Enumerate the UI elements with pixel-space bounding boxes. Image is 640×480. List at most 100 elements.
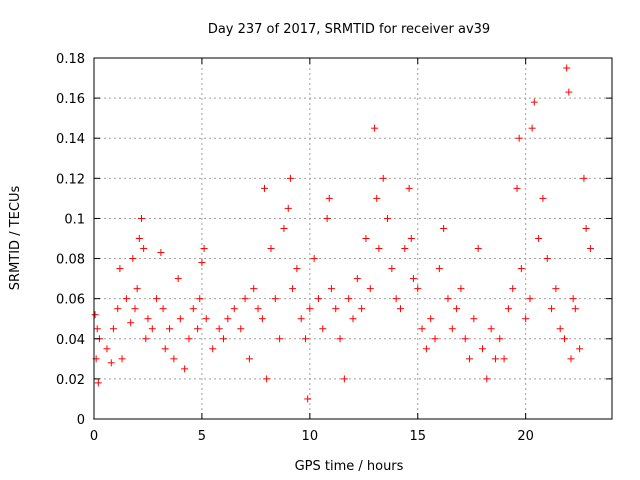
data-point xyxy=(286,174,294,182)
x-tick-label: 20 xyxy=(517,429,534,444)
data-point xyxy=(479,345,486,353)
data-point xyxy=(304,395,312,403)
x-tick-label: 10 xyxy=(302,429,319,444)
data-point xyxy=(407,235,415,242)
data-point xyxy=(530,98,538,106)
data-point xyxy=(427,315,435,323)
data-point xyxy=(422,345,430,353)
data-point xyxy=(509,285,517,293)
data-point xyxy=(153,295,161,303)
data-point xyxy=(526,295,534,303)
data-point xyxy=(263,375,271,383)
data-point xyxy=(474,245,482,253)
data-point xyxy=(297,315,305,323)
y-tick-label: 0.18 xyxy=(56,52,85,67)
data-point xyxy=(198,259,206,267)
data-point xyxy=(94,379,102,387)
y-axis-label: SRMTID / TECUs xyxy=(8,186,23,291)
data-point xyxy=(435,265,443,273)
y-tick-label: 0.14 xyxy=(56,132,85,147)
data-point xyxy=(388,265,396,273)
data-point xyxy=(548,305,556,313)
data-point xyxy=(189,305,197,313)
data-point xyxy=(336,335,344,343)
data-point xyxy=(332,305,340,313)
data-points xyxy=(91,64,594,420)
data-point xyxy=(135,235,143,242)
y-tick-labels: 0 0.02 0.04 0.06 0.08 0.1 0.12 0.14 0.16 0.18 xyxy=(56,52,85,428)
data-point xyxy=(170,355,178,363)
axis-ticks xyxy=(93,57,612,420)
data-point xyxy=(466,355,474,363)
data-point xyxy=(276,335,284,343)
x-tick-labels: 0 5 10 15 20 xyxy=(90,429,534,444)
data-point xyxy=(140,245,148,253)
data-point xyxy=(215,325,223,333)
data-point xyxy=(325,194,333,202)
data-point xyxy=(166,325,174,333)
data-point xyxy=(133,285,141,293)
plot-frame xyxy=(93,57,613,420)
data-point xyxy=(373,194,381,202)
y-tick-label: 0.16 xyxy=(56,92,85,107)
data-point xyxy=(224,315,232,323)
data-point xyxy=(580,174,588,182)
data-point xyxy=(202,315,210,323)
data-point xyxy=(200,245,208,253)
data-point xyxy=(358,305,366,313)
data-point xyxy=(237,325,245,333)
data-point xyxy=(241,295,249,303)
data-point xyxy=(504,305,512,313)
data-point xyxy=(405,184,413,192)
data-point xyxy=(157,249,165,257)
data-point xyxy=(144,315,152,323)
data-point xyxy=(129,255,137,263)
data-point xyxy=(539,194,547,202)
x-axis-label: GPS time / hours xyxy=(295,459,404,474)
data-point xyxy=(267,245,275,253)
data-point xyxy=(314,295,322,303)
data-point xyxy=(483,375,491,383)
data-point xyxy=(142,335,150,343)
data-point xyxy=(345,295,353,303)
data-point xyxy=(561,335,569,343)
data-point xyxy=(576,345,584,353)
y-tick-label: 0.06 xyxy=(56,293,85,308)
data-point xyxy=(127,319,135,327)
data-point xyxy=(569,295,577,303)
data-point xyxy=(284,204,292,212)
data-point xyxy=(500,355,508,363)
data-point xyxy=(148,325,156,333)
data-point xyxy=(137,214,145,222)
data-point xyxy=(230,305,238,313)
data-point xyxy=(161,345,169,353)
data-point xyxy=(487,325,495,333)
data-point xyxy=(131,305,139,313)
data-point xyxy=(245,355,253,363)
x-tick-label: 15 xyxy=(409,429,426,444)
data-point xyxy=(250,285,258,293)
data-point xyxy=(319,325,327,333)
data-point xyxy=(323,214,331,222)
data-point xyxy=(556,325,564,333)
data-point xyxy=(306,305,314,313)
data-point xyxy=(496,335,504,343)
data-point xyxy=(181,365,189,373)
data-point xyxy=(371,124,379,132)
data-point xyxy=(103,345,111,353)
data-point xyxy=(535,235,543,242)
data-point xyxy=(280,224,288,232)
data-point xyxy=(118,355,126,363)
data-point xyxy=(271,295,279,303)
data-point xyxy=(176,315,184,323)
data-point xyxy=(563,64,571,72)
data-point xyxy=(431,335,439,343)
data-point xyxy=(461,335,469,343)
data-point xyxy=(289,285,297,293)
data-point xyxy=(109,325,117,333)
data-point xyxy=(586,245,594,253)
y-tick-label: 0.08 xyxy=(56,253,85,268)
data-point xyxy=(565,88,573,96)
x-tick-label: 0 xyxy=(90,429,98,444)
